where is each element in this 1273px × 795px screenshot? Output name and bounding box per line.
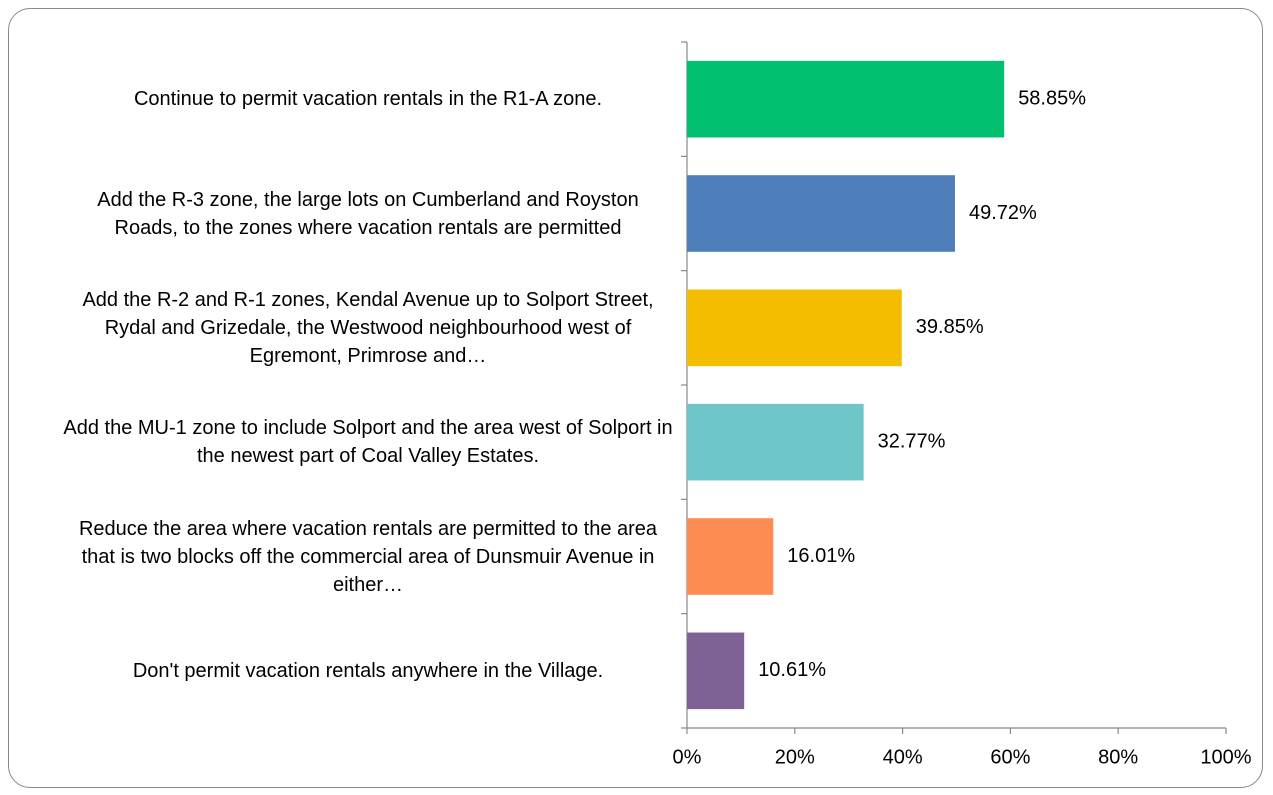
bar xyxy=(687,403,864,481)
bar xyxy=(687,289,902,367)
bar xyxy=(687,175,955,252)
category-label: Add the R-2 and R-1 zones, Kendal Avenue… xyxy=(82,288,654,367)
value-label: 39.85% xyxy=(916,316,984,338)
value-label: 10.61% xyxy=(758,659,826,681)
bar xyxy=(687,518,774,595)
value-label: 16.01% xyxy=(787,545,855,567)
category-label: Continue to permit vacation rentals in t… xyxy=(133,88,603,111)
category-label: Don't permit vacation rentals anywhere i… xyxy=(132,659,604,682)
x-tick-label: 60% xyxy=(990,746,1030,768)
chart-frame xyxy=(8,8,1263,788)
category-label: Reduce the area where vacation rentals a… xyxy=(78,517,658,596)
x-tick-label: 100% xyxy=(1200,746,1251,768)
category-label: Add the MU-1 zone to include Solport and… xyxy=(63,417,673,468)
x-tick-label: 20% xyxy=(775,746,815,768)
value-label: 58.85% xyxy=(1018,87,1086,109)
value-label: 32.77% xyxy=(878,430,946,452)
bar xyxy=(687,60,1005,138)
x-tick-label: 80% xyxy=(1098,746,1138,768)
x-tick-label: 0% xyxy=(673,746,702,768)
x-tick-label: 40% xyxy=(883,746,923,768)
bar xyxy=(687,632,745,710)
value-label: 49.72% xyxy=(969,202,1037,224)
category-label: Add the R-3 zone, the large lots on Cumb… xyxy=(97,188,639,239)
